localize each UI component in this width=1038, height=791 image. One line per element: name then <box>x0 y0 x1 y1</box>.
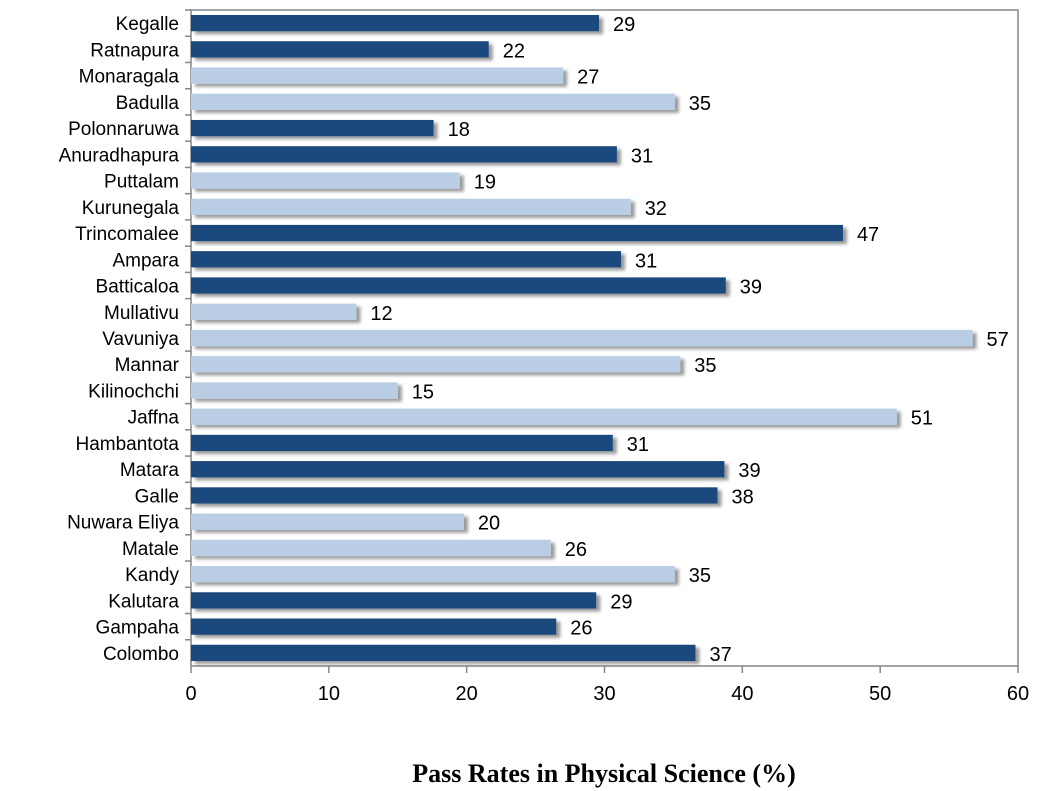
bar-mullativu <box>191 303 357 320</box>
category-label: Kilinochchi <box>88 381 179 402</box>
data-label: 26 <box>565 539 587 561</box>
category-label: Hambantota <box>75 434 179 455</box>
category-label: Kandy <box>125 565 179 586</box>
data-label: 26 <box>570 618 592 640</box>
data-label: 20 <box>478 513 500 535</box>
x-tick-label: 10 <box>318 683 340 705</box>
category-label: Polonnaruwa <box>68 119 179 140</box>
category-label: Trincomalee <box>75 224 179 245</box>
data-label: 31 <box>627 434 649 456</box>
data-label: 35 <box>689 93 711 115</box>
data-label: 19 <box>474 172 496 194</box>
data-label: 12 <box>370 303 392 325</box>
data-label: 31 <box>635 250 657 272</box>
category-label: Badulla <box>116 93 180 114</box>
bar-gampaha <box>191 618 557 635</box>
bar-matale <box>191 539 551 557</box>
bars-layer <box>191 14 973 662</box>
bar-anuradhapura <box>191 146 617 163</box>
bar-vavuniya <box>191 329 973 347</box>
bar-hambantota <box>191 434 613 452</box>
data-label: 39 <box>738 460 760 482</box>
data-label: 27 <box>577 67 599 89</box>
bar-jaffna <box>191 408 897 425</box>
category-label: Galle <box>135 486 179 507</box>
category-label: Jaffna <box>128 408 180 429</box>
bar-kegalle <box>191 14 599 32</box>
data-label: 22 <box>503 40 525 62</box>
x-axis-ticks: 0 10 20 30 40 50 60 <box>185 666 1029 705</box>
category-label: Colombo <box>103 644 179 665</box>
data-label: 57 <box>987 329 1009 351</box>
bar-mannar <box>191 356 681 373</box>
bar-monaragala <box>191 67 564 84</box>
category-label: Kegalle <box>116 14 179 35</box>
bar-kilinochchi <box>191 382 398 399</box>
bar-kurunegala <box>191 198 631 215</box>
data-label: 51 <box>911 408 933 430</box>
category-label: Matara <box>120 460 180 481</box>
x-tick-label: 60 <box>1007 683 1029 705</box>
bar-kandy <box>191 566 675 583</box>
category-label: Monaragala <box>79 67 180 88</box>
data-label: 37 <box>709 644 731 666</box>
category-label: Mullativu <box>104 303 179 324</box>
data-label: 47 <box>857 224 879 246</box>
data-label: 32 <box>645 198 667 220</box>
bar-galle <box>191 487 718 504</box>
category-labels: Kegalle Ratnapura Monaragala Badulla Polonna… <box>59 9 191 665</box>
bar-polonnaruwa <box>191 119 434 137</box>
value-labels: 29 22 27 35 18 31 19 32 47 31 39 12 57 35 15 51 31 39 38 20… <box>370 14 1008 666</box>
category-label: Kalutara <box>108 591 179 612</box>
category-label: Vavuniya <box>102 329 179 350</box>
data-label: 31 <box>631 145 653 167</box>
data-label: 35 <box>694 355 716 377</box>
bar-matara <box>191 461 725 478</box>
bar-badulla <box>191 93 675 110</box>
bar-colombo <box>191 644 696 662</box>
data-label: 15 <box>412 381 434 403</box>
x-tick-label: 50 <box>869 683 891 705</box>
category-label: Nuwara Eliya <box>67 513 179 534</box>
bar-trincomalee <box>191 224 843 242</box>
x-tick-label: 40 <box>731 683 753 705</box>
category-label: Ratnapura <box>90 40 179 61</box>
category-label: Kurunegala <box>82 198 180 219</box>
category-label: Puttalam <box>104 172 179 193</box>
category-label: Gampaha <box>96 618 180 639</box>
category-label: Anuradhapura <box>59 145 180 166</box>
x-axis-title: Pass Rates in Physical Science (%) <box>412 759 795 788</box>
bar-ampara <box>191 251 622 268</box>
data-label: 35 <box>689 565 711 587</box>
bar-kalutara <box>191 592 597 609</box>
data-label: 38 <box>732 486 754 508</box>
bar-batticaloa <box>191 277 726 294</box>
x-tick-label: 30 <box>593 683 615 705</box>
data-label: 29 <box>613 14 635 36</box>
bar-ratnapura <box>191 41 489 58</box>
x-tick-label: 0 <box>185 683 196 705</box>
bar-puttalam <box>191 172 460 189</box>
data-label: 39 <box>740 277 762 299</box>
data-label: 18 <box>448 119 470 141</box>
bar-nuwara-eliya <box>191 513 464 530</box>
category-label: Mannar <box>115 355 180 376</box>
category-label: Ampara <box>112 250 179 271</box>
x-tick-label: 20 <box>456 683 478 705</box>
category-label: Batticaloa <box>96 277 180 298</box>
data-label: 29 <box>610 591 632 613</box>
category-label: Matale <box>122 539 179 560</box>
